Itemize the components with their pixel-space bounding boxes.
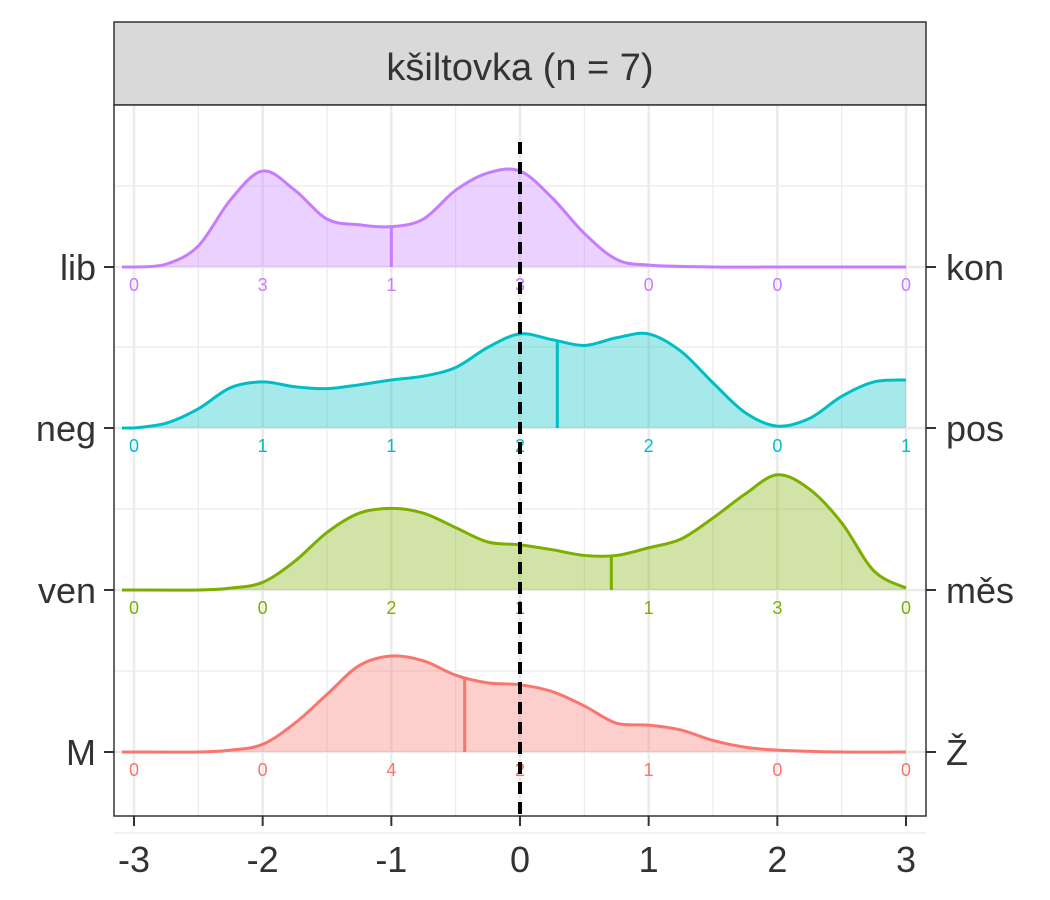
- y-label-right: Ž: [946, 732, 968, 773]
- y-label-left: neg: [36, 408, 96, 449]
- ridge-area: [134, 333, 906, 428]
- x-tick-label: -2: [247, 839, 279, 880]
- count-label: 2: [386, 598, 396, 618]
- y-label-left: ven: [38, 570, 96, 611]
- y-label-right: pos: [946, 408, 1004, 449]
- count-label: 3: [772, 598, 782, 618]
- x-tick-label: -1: [375, 839, 407, 880]
- count-label: 0: [772, 275, 782, 295]
- count-label: 4: [386, 760, 396, 780]
- x-tick-label: 0: [510, 839, 530, 880]
- count-label: 0: [129, 598, 139, 618]
- count-label: 1: [258, 436, 268, 456]
- facet-strip: [113, 21, 927, 106]
- y-label-left: lib: [60, 247, 96, 288]
- count-label: 0: [901, 598, 911, 618]
- count-label: 1: [386, 436, 396, 456]
- ridge-lib: 0313000: [122, 167, 911, 295]
- count-label: 0: [129, 760, 139, 780]
- ridge-line: [133, 167, 906, 269]
- ridge-line: [133, 654, 907, 754]
- facet-title: kšiltovka (n = 7): [386, 47, 653, 89]
- count-label: 0: [258, 598, 268, 618]
- ridge-line: [133, 473, 907, 592]
- count-label: 2: [644, 436, 654, 456]
- count-label: 3: [258, 275, 268, 295]
- count-label: 0: [772, 760, 782, 780]
- count-label: 0: [644, 275, 654, 295]
- count-label: 0: [901, 275, 911, 295]
- x-tick-label: -3: [118, 839, 150, 880]
- x-tick-label: 2: [767, 839, 787, 880]
- count-label: 0: [258, 760, 268, 780]
- y-label-left: M: [66, 732, 96, 773]
- count-label: 0: [772, 436, 782, 456]
- count-label: 0: [901, 760, 911, 780]
- count-label: 1: [386, 275, 396, 295]
- y-label-right: měs: [946, 570, 1014, 611]
- count-label: 1: [644, 760, 654, 780]
- x-axis: -3 -2 -1 0 1 2 3: [118, 816, 916, 880]
- ridge-area: [134, 474, 906, 591]
- y-label-right: kon: [946, 247, 1004, 288]
- count-label: 0: [129, 436, 139, 456]
- count-label: 0: [129, 275, 139, 295]
- right-axis: kon pos měs Ž: [926, 247, 1014, 773]
- count-label: 1: [644, 598, 654, 618]
- count-label: 1: [901, 436, 911, 456]
- x-tick-label: 3: [896, 839, 916, 880]
- x-tick-label: 1: [639, 839, 659, 880]
- left-axis: lib neg ven M: [36, 247, 114, 773]
- ridge-area: [134, 168, 906, 268]
